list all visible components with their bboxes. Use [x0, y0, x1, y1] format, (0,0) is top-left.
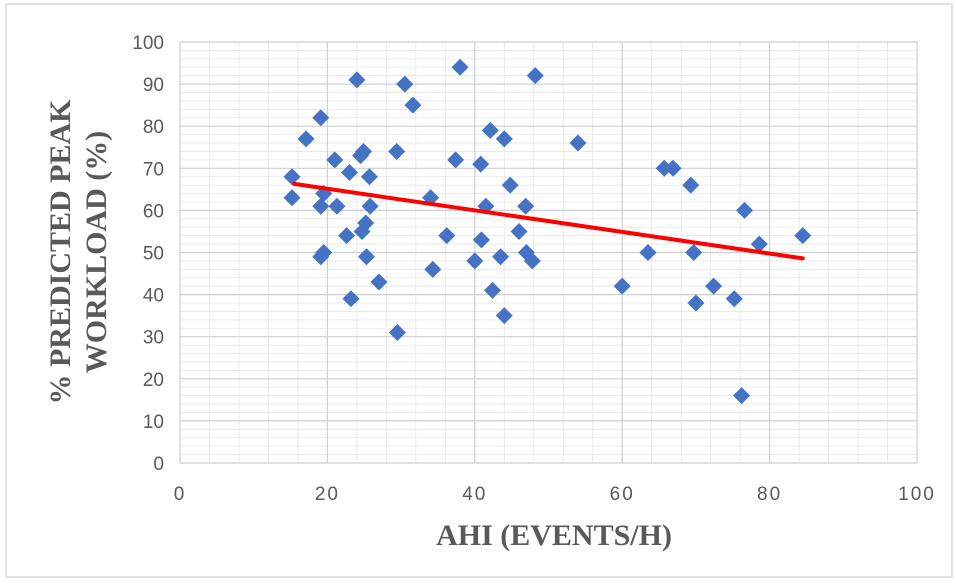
x-axis-title: AHI (EVENTS/H)	[436, 519, 672, 552]
data-point	[348, 71, 366, 89]
x-tick-label: 60	[610, 484, 635, 505]
data-point	[312, 197, 330, 215]
y-axis-title-line-2: WORKLOAD (%)	[80, 131, 113, 374]
y-tick-label: 70	[143, 159, 164, 180]
data-point	[639, 244, 657, 261]
y-tick-label: 80	[143, 117, 164, 138]
data-point	[357, 248, 375, 266]
data-point	[495, 130, 513, 148]
data-point	[424, 260, 442, 278]
gridlines	[179, 41, 918, 464]
data-point	[725, 290, 743, 308]
data-point	[523, 252, 541, 270]
data-point	[687, 294, 705, 312]
data-point	[517, 197, 535, 215]
data-point	[447, 151, 465, 169]
data-point	[495, 307, 513, 325]
data-point	[388, 142, 406, 160]
data-point	[472, 231, 490, 249]
x-tick-labels: 0 20 40 60 80 100	[174, 484, 936, 505]
y-tick-labels: 0 10 20 30 40 50 60 70 80 90 100	[132, 33, 164, 475]
data-point	[794, 227, 812, 245]
trendline	[292, 181, 805, 261]
data-point	[682, 176, 700, 194]
data-point	[492, 248, 510, 266]
data-point	[342, 290, 360, 308]
data-point	[733, 387, 751, 405]
data-point	[396, 75, 414, 93]
data-point	[361, 197, 379, 215]
data-point	[338, 227, 356, 245]
x-tick-label: 80	[757, 484, 782, 505]
data-point	[283, 189, 301, 207]
data-point	[481, 121, 499, 139]
data-point	[341, 164, 359, 182]
data-point	[312, 109, 330, 127]
data-point	[328, 197, 346, 215]
data-point	[501, 176, 519, 194]
data-point	[357, 214, 375, 232]
y-tick-label: 10	[143, 412, 164, 433]
x-tick-label: 0	[174, 484, 187, 505]
data-point	[705, 277, 723, 295]
y-tick-label: 90	[143, 75, 164, 96]
data-point	[326, 151, 344, 169]
y-tick-label: 60	[143, 201, 164, 222]
y-tick-label: 100	[132, 33, 164, 54]
y-tick-label: 30	[143, 328, 164, 349]
chart-frame	[5, 3, 953, 578]
data-point	[526, 67, 544, 85]
data-point	[685, 244, 703, 261]
data-point	[388, 323, 406, 341]
y-tick-label: 50	[143, 244, 164, 265]
data-point	[438, 227, 456, 245]
data-point	[472, 155, 490, 173]
data-point	[297, 130, 315, 148]
y-axis-title: % PREDICTED PEAK WORKLOAD (%)	[44, 99, 113, 405]
y-tick-label: 40	[143, 286, 164, 307]
y-tick-label: 0	[153, 454, 164, 475]
data-point	[451, 58, 469, 76]
x-tick-label: 20	[315, 484, 340, 505]
data-point	[569, 134, 587, 152]
data-point	[613, 277, 631, 295]
data-point	[664, 159, 682, 177]
data-point	[355, 142, 373, 160]
y-tick-label: 20	[143, 370, 164, 391]
data-points	[283, 58, 812, 405]
data-point	[315, 244, 333, 261]
x-tick-label: 40	[462, 484, 487, 505]
data-point	[466, 252, 484, 270]
data-point	[360, 168, 378, 186]
data-point	[736, 201, 754, 219]
data-point	[655, 159, 673, 177]
data-point	[483, 281, 501, 299]
y-axis-title-line-1: % PREDICTED PEAK	[44, 99, 77, 405]
data-point	[404, 96, 422, 114]
x-tick-label: 100	[898, 484, 936, 505]
data-point	[510, 222, 528, 240]
data-point	[283, 168, 301, 186]
data-point	[370, 273, 388, 291]
data-point	[750, 235, 768, 253]
